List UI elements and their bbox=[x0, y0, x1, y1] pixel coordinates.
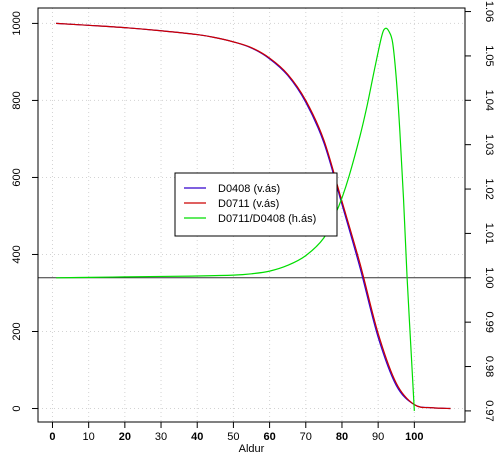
y-left-tick-label: 400 bbox=[11, 245, 23, 263]
legend-label-2: D0711 (v.ás) bbox=[218, 198, 279, 210]
x-tick-label: 70 bbox=[300, 431, 312, 443]
y-right-tick-label: 1.00 bbox=[483, 267, 495, 288]
x-tick-label: 0 bbox=[49, 431, 55, 443]
grid bbox=[38, 8, 465, 422]
series-line-2 bbox=[56, 22, 451, 410]
y-axis-right: 0.97 0.98 0.99 1.00 1.01 1.02 1.03 1.04 1.05 1.06 bbox=[465, 1, 495, 422]
x-tick-label: 90 bbox=[372, 431, 384, 443]
y-right-tick-label: 0.98 bbox=[483, 356, 495, 377]
legend-label-1: D0408 (v.ás) bbox=[218, 183, 280, 195]
y-right-tick-label: 1.05 bbox=[483, 45, 495, 66]
x-tick-label: 40 bbox=[191, 431, 203, 443]
x-tick-label: 100 bbox=[405, 431, 423, 443]
y-right-tick-label: 1.02 bbox=[483, 178, 495, 199]
x-tick-label: 30 bbox=[155, 431, 167, 443]
x-tick-label: 10 bbox=[83, 431, 95, 443]
y-left-tick-label: 600 bbox=[11, 168, 23, 186]
series-layer bbox=[56, 22, 451, 411]
x-tick-label: 80 bbox=[336, 431, 348, 443]
y-right-tick-label: 0.99 bbox=[483, 311, 495, 332]
y-left-tick-label: 0 bbox=[11, 405, 23, 411]
series-line-3 bbox=[56, 27, 415, 411]
x-tick-label: 60 bbox=[263, 431, 275, 443]
x-tick-label: 50 bbox=[227, 431, 239, 443]
y-right-tick-label: 1.06 bbox=[483, 1, 495, 22]
y-left-tick-label: 800 bbox=[11, 91, 23, 109]
y-left-tick-label: 1000 bbox=[11, 11, 23, 35]
legend: D0408 (v.ás) D0711 (v.ás) D0711/D0408 (h.á… bbox=[174, 172, 338, 237]
plot-frame bbox=[37, 7, 466, 423]
y-axis-left: 0 200 400 600 800 1000 bbox=[11, 11, 38, 412]
x-tick-label: 20 bbox=[119, 431, 131, 443]
y-right-tick-label: 1.01 bbox=[483, 223, 495, 244]
legend-label-3: D0711/D0408 (h.ás) bbox=[218, 213, 316, 225]
y-left-tick-label: 200 bbox=[11, 322, 23, 340]
y-right-tick-label: 0.97 bbox=[483, 400, 495, 421]
legend-box bbox=[174, 172, 338, 237]
x-axis-title: Aldur bbox=[239, 443, 265, 455]
x-axis: 0 10 20 30 40 50 60 70 80 90 100 bbox=[49, 422, 424, 443]
y-right-tick-label: 1.03 bbox=[483, 134, 495, 155]
y-right-tick-label: 1.04 bbox=[483, 90, 495, 111]
